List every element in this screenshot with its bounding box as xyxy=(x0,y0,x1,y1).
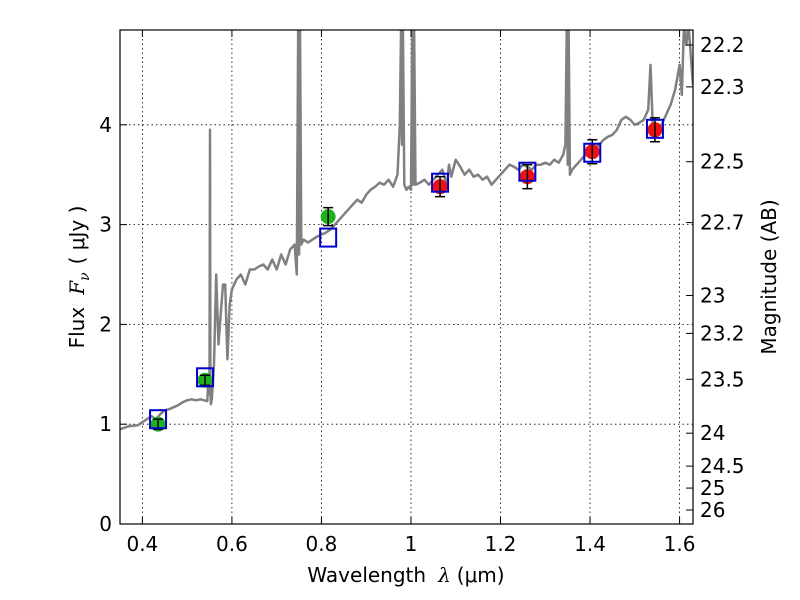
x-tick-label: 0.6 xyxy=(216,532,248,556)
x-tick-label: 1 xyxy=(405,532,418,556)
right-tick-label: 22.3 xyxy=(700,75,745,99)
model-square xyxy=(583,142,602,163)
model-square xyxy=(518,161,537,182)
y-tick-label: 2 xyxy=(99,312,112,336)
right-axis-label: Magnitude (AB) xyxy=(757,199,781,354)
right-tick-label: 22.5 xyxy=(700,150,745,174)
right-tick-label: 23 xyxy=(700,283,725,307)
right-tick-label: 22.7 xyxy=(700,211,745,235)
y-axis-label: FluxFν( μJy ) xyxy=(65,206,93,349)
plot-frame xyxy=(119,29,694,525)
markers xyxy=(149,117,664,432)
model-square xyxy=(645,118,664,139)
x-tick-label: 1.4 xyxy=(574,532,606,556)
right-tick-label: 25 xyxy=(700,476,725,500)
x-tick-label: 0.4 xyxy=(126,532,158,556)
axis-ticks: 0.4 0.6 0.8 1 1.2 1.4 1.60123422.222.322.522.7… xyxy=(99,30,745,556)
right-tick-label: 23.5 xyxy=(700,367,745,391)
y-tick-label: 0 xyxy=(99,512,112,536)
right-tick-label: 24.5 xyxy=(700,454,745,478)
right-tick-label: 22.2 xyxy=(700,33,745,57)
model-square xyxy=(319,227,338,248)
right-tick-label: 26 xyxy=(700,498,725,522)
model-square xyxy=(149,409,168,430)
x-tick-label: 0.8 xyxy=(306,532,338,556)
right-tick-label: 23.2 xyxy=(700,321,745,345)
x-tick-label: 1.2 xyxy=(485,532,517,556)
right-tick-label: 24 xyxy=(700,421,725,445)
model-square xyxy=(431,172,450,193)
y-tick-label: 1 xyxy=(99,412,112,436)
plot-area xyxy=(120,30,693,432)
model-square xyxy=(196,367,215,388)
y-tick-label: 3 xyxy=(99,213,112,237)
x-axis-label: Wavelength λ (μm) xyxy=(307,563,504,587)
y-tick-label: 4 xyxy=(99,113,112,137)
x-tick-label: 1.6 xyxy=(664,532,696,556)
grid-lines xyxy=(120,30,693,525)
